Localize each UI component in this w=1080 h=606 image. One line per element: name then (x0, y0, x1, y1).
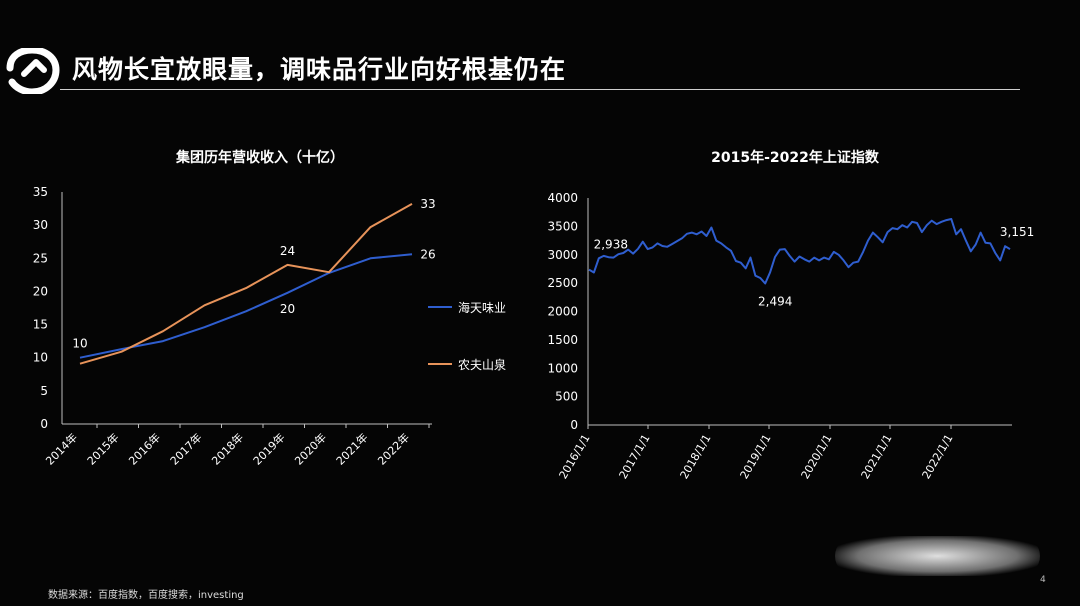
data-label: 10 (72, 337, 87, 351)
legend-label: 农夫山泉 (458, 358, 506, 372)
data-label: 3,151 (1000, 225, 1034, 239)
x-tick-label: 2022年 (375, 430, 412, 467)
index-chart-title: 2015年-2022年上证指数 (711, 150, 879, 166)
y-tick-label: 500 (555, 390, 578, 404)
series-line (79, 253, 413, 359)
x-tick-label: 2020/1/1 (799, 432, 835, 481)
x-tick-label: 2018/1/1 (678, 432, 714, 481)
title-divider (60, 89, 1020, 90)
y-tick-label: 5 (40, 384, 48, 398)
x-tick-label: 2019年 (250, 430, 287, 467)
y-tick-label: 3500 (547, 219, 578, 233)
x-tick-label: 2016/1/1 (557, 432, 593, 481)
data-label: 2,938 (594, 237, 628, 251)
x-tick-label: 2018年 (209, 430, 246, 467)
y-tick-label: 0 (40, 417, 48, 431)
source-footnote: 数据来源：百度指数，百度搜索，investing (48, 590, 244, 601)
x-tick-label: 2017年 (167, 430, 204, 467)
y-tick-label: 35 (33, 185, 48, 199)
x-tick-label: 2021/1/1 (859, 432, 895, 481)
data-label: 24 (280, 244, 295, 258)
y-tick-label: 30 (33, 218, 48, 232)
y-tick-label: 25 (33, 251, 48, 265)
series-line (79, 203, 413, 365)
x-tick-label: 2019/1/1 (738, 432, 774, 481)
y-tick-label: 3000 (547, 248, 578, 262)
obscured-region (835, 536, 1040, 576)
y-tick-label: 0 (570, 418, 578, 432)
x-tick-label: 2022/1/1 (920, 432, 956, 481)
legend-label: 海天味业 (458, 300, 506, 315)
y-tick-label: 1000 (547, 361, 578, 375)
y-tick-label: 2000 (547, 305, 578, 319)
y-tick-label: 1500 (547, 333, 578, 347)
data-label: 2,494 (758, 294, 792, 308)
revenue-chart-title: 集团历年营收收入（十亿） (176, 150, 344, 166)
x-tick-label: 2017/1/1 (617, 432, 653, 481)
page-number: 4 (1040, 575, 1046, 585)
x-tick-label: 2020年 (292, 430, 329, 467)
y-tick-label: 10 (33, 351, 48, 365)
y-tick-label: 2500 (547, 276, 578, 290)
x-tick-label: 2021年 (333, 430, 370, 467)
y-tick-label: 15 (33, 318, 48, 332)
y-tick-label: 20 (33, 284, 48, 298)
x-tick-label: 2016年 (126, 430, 163, 467)
series-line (588, 218, 1011, 285)
x-tick-label: 2015年 (84, 430, 121, 467)
x-tick-label: 2014年 (43, 430, 80, 467)
data-label: 33 (420, 197, 435, 211)
page-title: 风物长宜放眼量，调味品行业向好根基仍在 (72, 55, 567, 84)
y-tick-label: 4000 (547, 191, 578, 205)
data-label: 20 (280, 302, 295, 316)
data-label: 26 (420, 247, 435, 261)
logo-icon (6, 48, 60, 94)
